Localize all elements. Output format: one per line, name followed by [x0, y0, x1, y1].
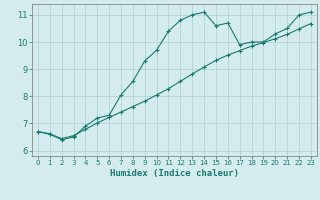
X-axis label: Humidex (Indice chaleur): Humidex (Indice chaleur) [110, 169, 239, 178]
